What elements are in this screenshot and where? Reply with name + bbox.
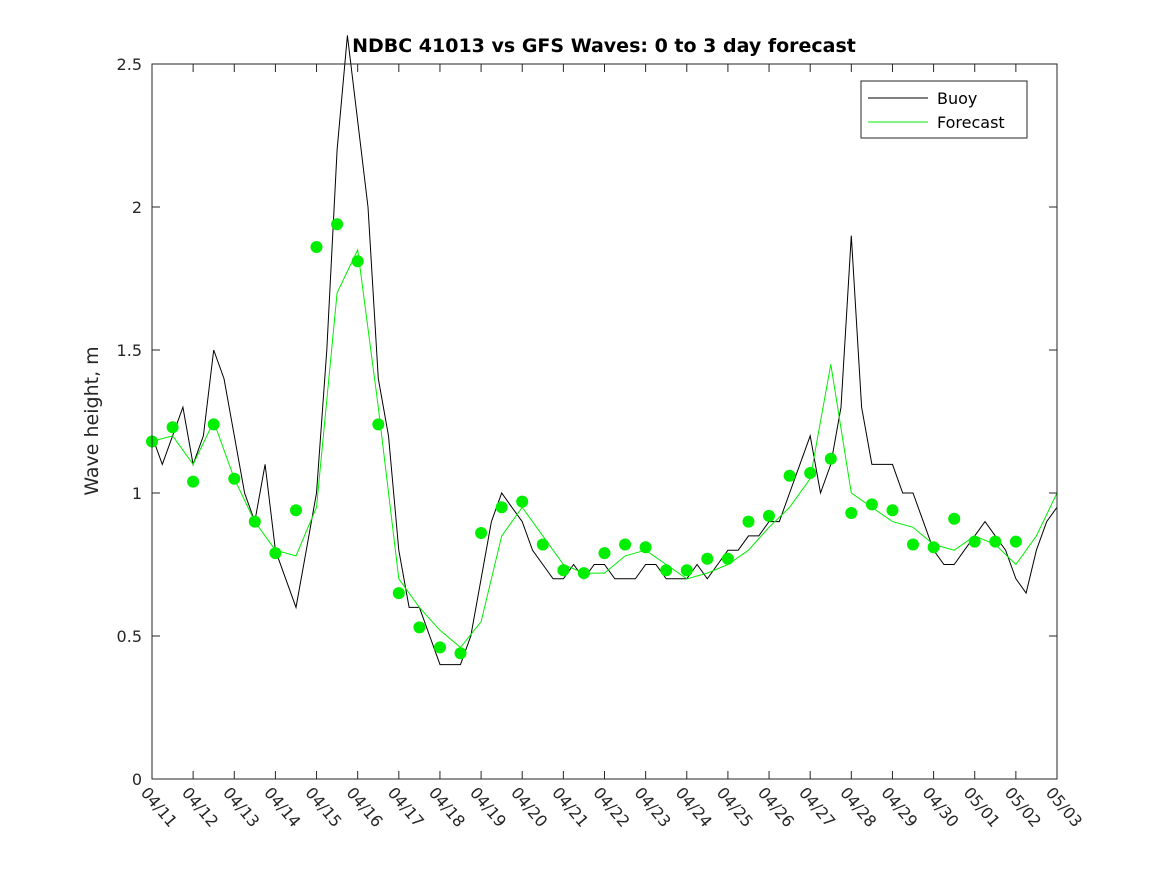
- forecast-marker: [701, 552, 714, 565]
- y-tick-label: 1.5: [117, 341, 142, 360]
- forecast-marker: [989, 535, 1002, 548]
- y-tick-label: 1: [132, 484, 142, 503]
- forecast-marker: [516, 495, 529, 508]
- forecast-marker: [763, 509, 775, 522]
- legend-buoy-label: Buoy: [937, 89, 977, 108]
- forecast-marker: [454, 647, 467, 660]
- forecast-marker: [886, 504, 899, 517]
- forecast-marker: [434, 641, 446, 654]
- y-tick-label: 0.5: [117, 627, 142, 646]
- forecast-marker: [372, 418, 385, 431]
- forecast-marker: [865, 498, 878, 511]
- forecast-marker: [845, 507, 858, 519]
- y-tick-label: 2: [132, 198, 142, 217]
- legend: Buoy Forecast: [860, 80, 1028, 139]
- forecast-marker: [619, 538, 632, 551]
- forecast-marker: [598, 547, 611, 560]
- forecast-marker: [310, 241, 323, 253]
- chart-title: NDBC 41013 vs GFS Waves: 0 to 3 day fore…: [352, 35, 856, 57]
- forecast-marker: [207, 418, 220, 431]
- legend-box: [860, 80, 1028, 139]
- forecast-marker: [968, 535, 981, 548]
- forecast-series-line: [151, 248, 1058, 649]
- forecast-marker: [907, 538, 919, 551]
- forecast-marker: [557, 564, 570, 577]
- y-tick-label: 0: [132, 770, 142, 789]
- forecast-marker: [248, 515, 261, 528]
- forecast-marker: [187, 475, 200, 488]
- forecast-marker: [927, 541, 940, 554]
- forecast-marker: [495, 501, 508, 514]
- forecast-marker: [680, 564, 693, 577]
- legend-forecast-label: Forecast: [937, 113, 1005, 132]
- forecast-marker: [577, 567, 590, 580]
- forecast-marker: [166, 421, 179, 434]
- forecast-marker: [742, 515, 755, 528]
- forecast-marker: [948, 512, 961, 525]
- forecast-marker: [351, 255, 364, 268]
- forecast-marker: [660, 564, 673, 577]
- forecast-marker: [228, 472, 241, 485]
- forecast-marker: [804, 467, 817, 479]
- y-tick-label: 2.5: [117, 55, 142, 74]
- y-axis-label: Wave height, m: [81, 346, 103, 495]
- forecast-marker: [824, 452, 837, 465]
- forecast-marker: [475, 527, 488, 539]
- forecast-marker: [721, 552, 734, 565]
- forecast-marker: [290, 504, 302, 517]
- forecast-marker: [413, 621, 426, 634]
- forecast-marker: [269, 547, 282, 560]
- forecast-marker: [1009, 535, 1022, 548]
- forecast-marker: [639, 541, 652, 554]
- forecast-marker: [331, 218, 344, 231]
- forecast-marker: [536, 538, 549, 551]
- buoy-series-line: [151, 35, 1058, 666]
- forecast-marker: [392, 587, 405, 600]
- forecast-marker: [783, 469, 796, 482]
